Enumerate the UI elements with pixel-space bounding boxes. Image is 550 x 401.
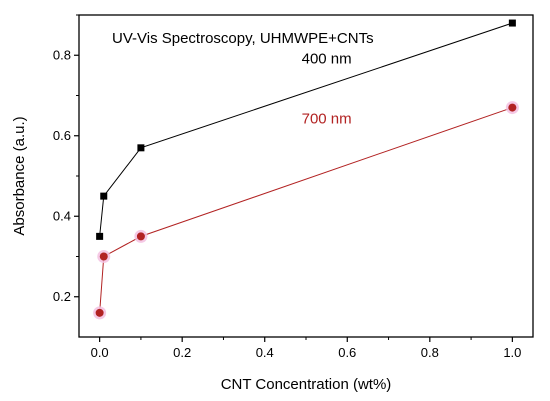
data-point-400nm bbox=[100, 192, 108, 200]
x-tick-label: 0.4 bbox=[256, 345, 274, 360]
data-point-400nm bbox=[137, 144, 145, 152]
data-point-400nm bbox=[96, 232, 104, 240]
x-tick-label: 1.0 bbox=[503, 345, 521, 360]
series-label-400nm: 400 nm bbox=[302, 50, 352, 67]
ticks-layer: 0.0 0.2 0.4 0.6 0.8 1.0 0.2 0.4 0.6 0.8 bbox=[53, 14, 521, 360]
data-point-700nm bbox=[99, 252, 108, 261]
x-tick-label: 0.6 bbox=[338, 345, 356, 360]
data-point-400nm bbox=[508, 19, 516, 27]
series-label-700nm: 700 nm bbox=[302, 111, 352, 128]
x-tick-label: 0.0 bbox=[91, 345, 109, 360]
series-layer bbox=[93, 19, 519, 320]
series-line-700nm bbox=[99, 107, 513, 313]
chart-title: UV-Vis Spectroscopy, UHMWPE+CNTs bbox=[112, 30, 374, 47]
series-line-400nm bbox=[99, 22, 513, 237]
data-point-700nm bbox=[95, 308, 104, 317]
y-tick-label: 0.6 bbox=[53, 128, 71, 143]
y-axis-title: Absorbance (a.u.) bbox=[11, 116, 28, 235]
x-tick-label: 0.2 bbox=[173, 345, 191, 360]
y-tick-label: 0.2 bbox=[53, 289, 71, 304]
x-tick-label: 0.8 bbox=[421, 345, 439, 360]
data-point-700nm bbox=[136, 232, 145, 241]
y-tick-label: 0.8 bbox=[53, 47, 71, 62]
data-point-700nm bbox=[508, 103, 517, 112]
y-tick-label: 0.4 bbox=[53, 208, 71, 223]
x-axis-title: CNT Concentration (wt%) bbox=[221, 376, 392, 393]
